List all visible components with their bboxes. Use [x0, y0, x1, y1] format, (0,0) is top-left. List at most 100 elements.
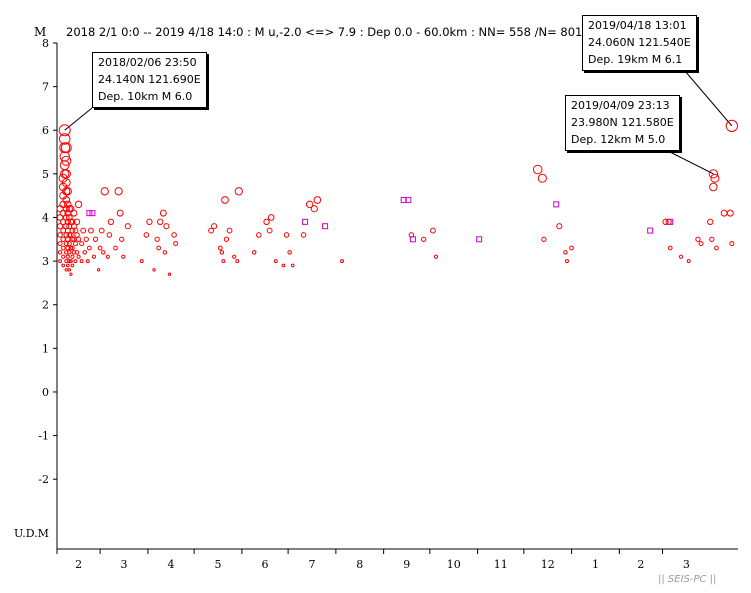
x-tick-label: 7: [308, 558, 315, 571]
annotation-box: 2019/04/18 13:01 24.060N 121.540E Dep. 19k…: [582, 15, 697, 71]
data-point: [714, 245, 719, 251]
data-point: [114, 187, 123, 196]
data-point: [143, 232, 150, 238]
data-point: [57, 232, 63, 238]
data-point: [156, 245, 162, 251]
data-point: [300, 232, 307, 238]
x-tick-label: 11: [494, 558, 508, 571]
x-tick-label: 10: [447, 558, 461, 571]
data-point: [86, 245, 92, 251]
data-point: [56, 205, 64, 213]
data-point: [698, 241, 704, 247]
x-tick-label: 6: [261, 558, 268, 571]
data-point: [58, 259, 63, 264]
data-point: [73, 259, 78, 264]
data-point: [267, 214, 275, 221]
data-point: [667, 218, 674, 225]
data-point: [647, 227, 654, 234]
data-point: [63, 187, 72, 196]
data-point: [251, 250, 257, 255]
annotation-box: 2019/04/09 23:13 23.980N 121.580E Dep. 12k…: [565, 95, 680, 151]
data-point: [96, 268, 101, 272]
data-point: [139, 259, 144, 264]
data-point: [313, 196, 322, 204]
data-point: [678, 254, 684, 259]
data-point: [322, 223, 329, 230]
data-point: [569, 245, 574, 251]
data-point: [100, 187, 109, 196]
data-point: [100, 250, 106, 255]
data-point: [167, 272, 172, 276]
y-tick-label: 3: [42, 255, 49, 268]
data-point: [74, 232, 80, 238]
data-point: [273, 259, 278, 264]
data-point: [152, 268, 156, 272]
y-tick-label: 1: [42, 342, 49, 355]
annotation-line: 23.980N 121.580E: [571, 116, 674, 129]
y-axis-label: M: [34, 25, 46, 39]
data-point: [154, 236, 160, 242]
data-point: [62, 205, 70, 213]
data-point: [86, 210, 93, 217]
data-point: [226, 227, 233, 234]
data-point: [113, 245, 118, 251]
data-point: [709, 236, 715, 242]
data-point: [686, 259, 691, 264]
data-point: [729, 241, 735, 247]
y-tick-label: 2: [42, 299, 49, 312]
data-point: [79, 241, 85, 247]
chart-title: 2018 2/1 0:0 -- 2019 4/18 14:0 : M u,-2.…: [66, 25, 582, 39]
data-point: [66, 241, 72, 247]
data-point: [62, 214, 70, 221]
data-point: [726, 209, 734, 217]
data-point: [234, 187, 243, 196]
data-point: [162, 250, 168, 255]
data-point: [58, 133, 71, 145]
watermark: || SEIS-PC ||: [658, 574, 716, 585]
y-tick-label: 8: [42, 37, 49, 50]
data-point: [290, 263, 295, 268]
y-tick-label: 4: [42, 211, 49, 224]
y-tick-label: 0: [42, 386, 49, 399]
data-point: [281, 263, 286, 268]
data-point: [208, 227, 214, 234]
data-point: [87, 227, 94, 234]
data-point: [57, 241, 63, 247]
x-tick-label: 3: [683, 558, 690, 571]
data-point: [221, 196, 229, 204]
data-point: [667, 245, 673, 251]
data-point: [223, 236, 230, 242]
x-tick-label: 8: [356, 558, 363, 571]
data-point: [340, 259, 345, 264]
data-point: [75, 236, 82, 242]
annotation-leader: [684, 70, 733, 127]
data-point: [532, 164, 543, 175]
data-point: [70, 209, 78, 217]
data-point: [69, 272, 73, 276]
data-point: [283, 232, 290, 238]
y-tick-label: -2: [38, 473, 49, 486]
data-point: [83, 236, 89, 242]
data-point: [217, 245, 223, 251]
data-point: [65, 245, 71, 251]
data-point: [59, 218, 67, 226]
annotation-line: 2018/02/06 23:50: [98, 56, 197, 69]
data-point: [74, 200, 83, 209]
annotation-line: Dep. 12km M 5.0: [571, 133, 666, 146]
data-point: [221, 259, 226, 264]
x-tick-label: 5: [215, 558, 222, 571]
data-point: [708, 169, 719, 179]
data-point: [159, 209, 167, 217]
data-point: [70, 254, 75, 259]
data-point: [98, 227, 105, 234]
data-point: [116, 209, 124, 217]
data-point: [60, 245, 66, 251]
data-point: [67, 259, 72, 264]
data-point: [256, 232, 262, 238]
data-point: [121, 254, 126, 259]
data-point: [65, 254, 70, 259]
x-tick-label: 2: [75, 558, 82, 571]
x-tick-label: 3: [121, 558, 128, 571]
data-point: [709, 182, 718, 192]
